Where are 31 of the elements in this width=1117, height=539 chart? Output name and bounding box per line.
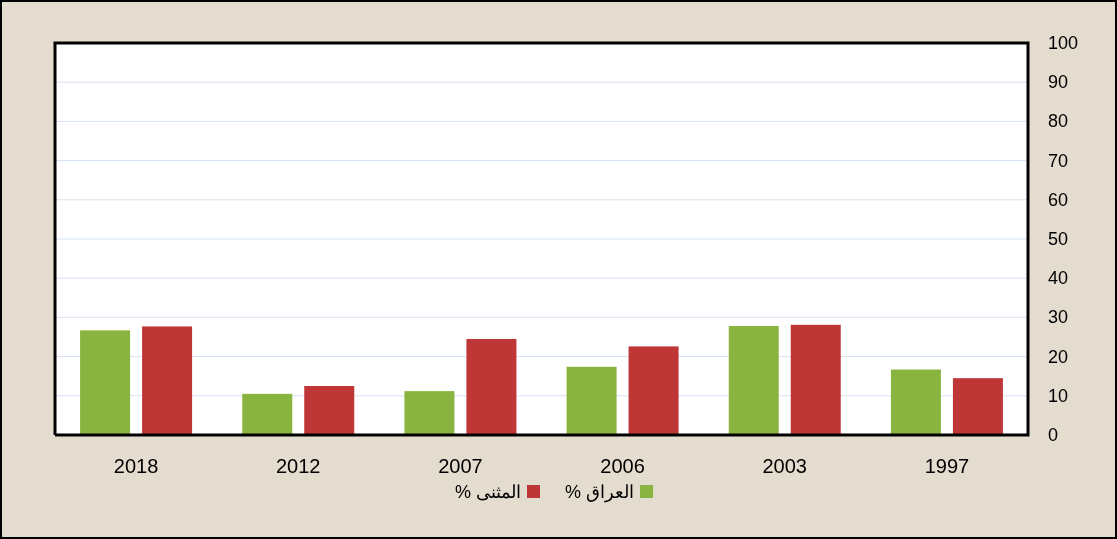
bar xyxy=(404,391,455,435)
bar xyxy=(628,346,679,435)
y-tick-label: 90 xyxy=(1048,72,1069,93)
bar xyxy=(142,326,193,435)
x-tick-label: 2006 xyxy=(600,455,645,477)
y-tick-label: 10 xyxy=(1048,385,1069,406)
y-tick-label: 50 xyxy=(1048,229,1069,249)
bar xyxy=(304,386,355,435)
bar xyxy=(728,326,779,435)
bar xyxy=(890,369,941,435)
y-tick-label: 0 xyxy=(1048,425,1059,445)
y-tick-label: 40 xyxy=(1048,268,1069,289)
x-tick-label: 1997 xyxy=(924,455,970,477)
y-tick-label: 60 xyxy=(1048,189,1069,210)
y-tick-label: 70 xyxy=(1048,150,1069,171)
x-tick-label: 2018 xyxy=(113,455,159,477)
y-tick-label: 30 xyxy=(1048,307,1069,328)
y-tick-label: 100 xyxy=(1048,33,1079,53)
bar xyxy=(80,330,131,435)
bar xyxy=(566,366,617,435)
x-tick-label: 2007 xyxy=(438,455,483,477)
legend-label: المثنى % xyxy=(454,482,521,502)
bar xyxy=(242,393,293,435)
bar xyxy=(466,338,517,435)
y-tick-label: 80 xyxy=(1048,111,1069,132)
bar xyxy=(790,324,841,435)
x-tick-label: 2003 xyxy=(762,455,807,477)
x-tick-label: 2012 xyxy=(276,455,321,477)
legend-label: العراق % xyxy=(565,482,635,503)
bar xyxy=(952,378,1003,435)
y-tick-label: 20 xyxy=(1048,346,1069,367)
